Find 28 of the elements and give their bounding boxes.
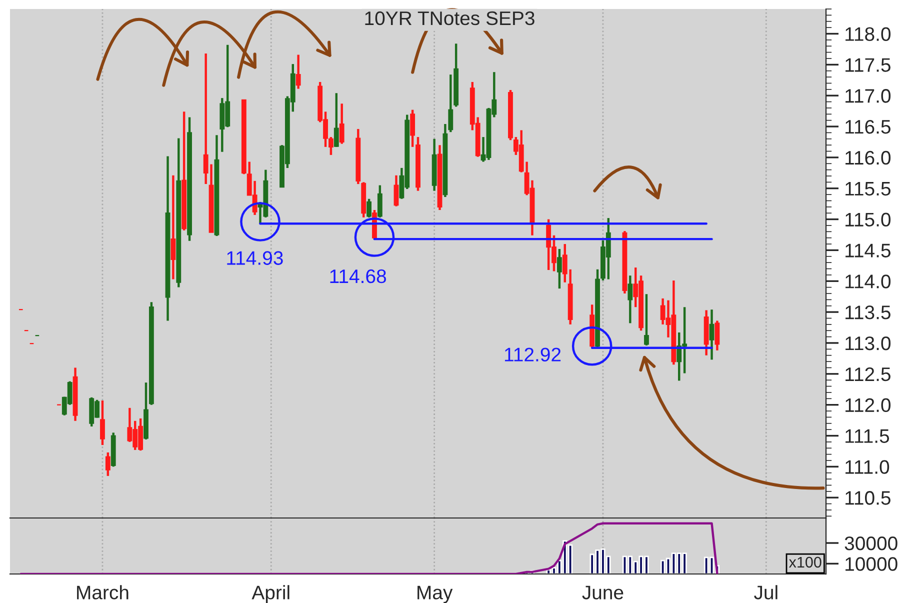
y-tick-label: 112.5 [846, 367, 890, 382]
y-tick-label: 115.5 [846, 182, 890, 196]
y-tick-label: 117.0 [846, 89, 891, 103]
y-tick-label: 111.5 [846, 429, 890, 443]
chart-title: 10YR TNotes SEP3 [365, 11, 534, 26]
y-tick-label: 30000 [844, 536, 898, 550]
y-tick-label: 10000 [846, 557, 898, 571]
y-tick-label: 116.0 [846, 150, 891, 165]
x-tick-label: April [252, 585, 290, 603]
x-tick-label: May [418, 586, 453, 603]
y-tick-label: 112.0 [846, 398, 891, 412]
x-tick-label: March [77, 585, 128, 600]
y-tick-label: 113.5 [846, 306, 890, 320]
y-tick-label: 114.0 [846, 274, 891, 288]
annotation: 114.68 [330, 269, 386, 284]
x-tick-label: June [582, 586, 624, 600]
y-tick-label: 110.5 [846, 491, 890, 505]
x-tick-label: Jul [754, 585, 778, 600]
y-tick-label: 111.0 [846, 460, 890, 474]
annotation: 114.93 [227, 251, 283, 265]
y-tick-label: 115.0 [846, 212, 891, 227]
y-tick-label: 113.0 [846, 336, 891, 350]
y-tick-label: 118.0 [846, 27, 891, 41]
annotation: 112.92 [504, 348, 561, 362]
y-tick-label: 117.5 [846, 58, 890, 72]
annotation: x100 [788, 556, 822, 568]
y-tick-label: 114.5 [846, 244, 890, 258]
y-tick-label: 116.5 [846, 120, 890, 134]
